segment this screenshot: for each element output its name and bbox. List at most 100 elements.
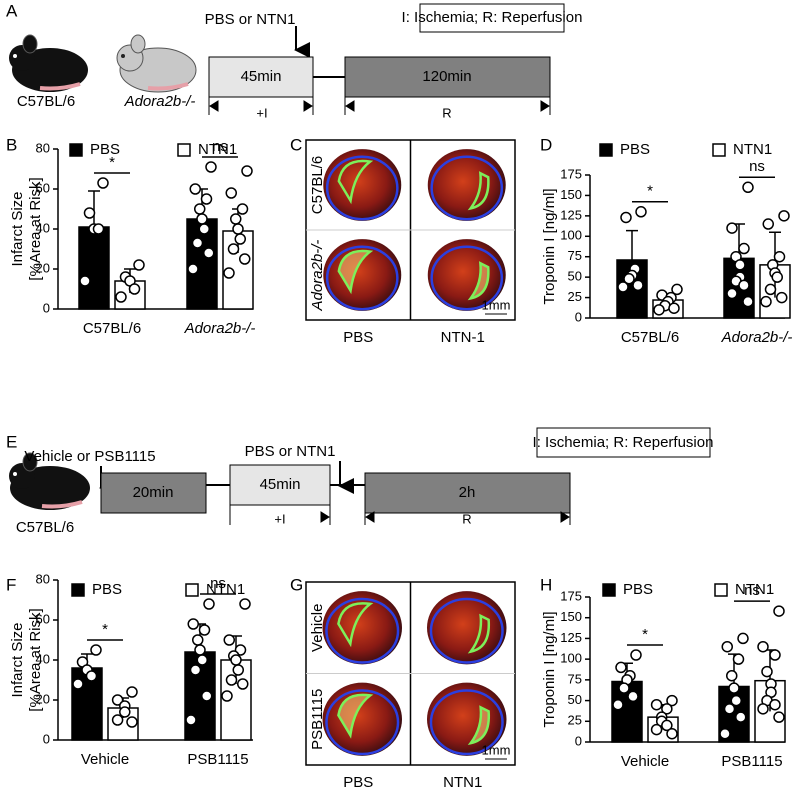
significance-label: * (102, 621, 108, 638)
legend-label: PBS (620, 141, 650, 158)
panel-letter: C (290, 135, 302, 154)
y-tick-label: 20 (36, 260, 50, 275)
phase-label: +I (274, 511, 285, 526)
y-tick-label: 0 (575, 309, 582, 324)
legend-swatch (185, 583, 199, 597)
phase-label: R (442, 105, 451, 120)
data-point (666, 694, 678, 707)
infarct-outline (467, 705, 491, 745)
mouse-icon (116, 34, 197, 93)
key-box (419, 3, 565, 33)
data-point (666, 727, 678, 740)
key-box (536, 427, 711, 458)
data-point (760, 295, 772, 308)
row-label: PSB1115 (309, 689, 326, 750)
data-point (661, 719, 673, 732)
row-label: C57BL/6 (309, 156, 326, 214)
significance-label: ns (210, 575, 226, 592)
time-box (344, 56, 551, 98)
data-point (761, 665, 773, 678)
y-tick-label: 25 (568, 713, 582, 728)
data-point (728, 682, 740, 694)
y-tick-label: 175 (560, 588, 582, 603)
data-point (230, 654, 242, 666)
data-point (618, 682, 630, 694)
data-point (230, 213, 242, 225)
tissue-section (427, 149, 506, 221)
risk-outline (430, 245, 504, 311)
tissue-section (427, 239, 506, 311)
data-point (773, 711, 785, 723)
data-point (111, 714, 124, 726)
y-tick-label: 20 (36, 691, 50, 706)
data-point (126, 686, 138, 698)
tissue-section (427, 591, 507, 665)
legend-label: PBS (623, 581, 653, 598)
data-point (111, 694, 124, 706)
data-point (198, 223, 210, 235)
data-point (232, 223, 244, 235)
data-point (79, 275, 91, 287)
legend-swatch (714, 583, 728, 597)
data-point (769, 649, 781, 661)
y-tick-label: 175 (560, 166, 582, 181)
data-point (185, 714, 197, 726)
mouse-label: C57BL/6 (16, 519, 74, 536)
y-tick-label: 75 (568, 248, 582, 263)
treatment-label: Vehicle or PSB1115 (24, 448, 155, 465)
time-label: 20min (133, 484, 174, 501)
phase-brackets (208, 97, 551, 115)
data-point (771, 271, 783, 283)
data-point (764, 283, 777, 296)
image-panel: Vehicle PBS PSB1115 NTN1 1mm (305, 581, 516, 791)
data-point (133, 259, 145, 271)
data-point (627, 690, 639, 703)
data-point (201, 690, 213, 702)
y-tick-label: 40 (36, 220, 50, 235)
data-point (236, 203, 249, 215)
legend-swatch (602, 583, 616, 597)
infarct-outline (467, 171, 490, 211)
data-point (232, 664, 244, 676)
treatment-label: PBS or NTN1 (245, 443, 336, 460)
data-point (72, 678, 84, 690)
data-point (730, 694, 742, 707)
y-tick-label: 125 (560, 207, 582, 222)
data-point (97, 177, 109, 189)
mouse-label: Adora2b-/- (124, 93, 196, 110)
data-point (650, 698, 663, 711)
panel-letter: F (6, 575, 16, 594)
infarct-outline (467, 261, 490, 301)
y-tick-label: 125 (560, 630, 582, 645)
data-point (668, 302, 680, 314)
x-tick-label: C57BL/6 (83, 320, 141, 337)
significance-label: ns (749, 158, 765, 175)
data-point (671, 283, 683, 296)
tissue-section (427, 682, 507, 756)
mouse-icon (9, 452, 90, 510)
data-point (239, 598, 251, 610)
x-tick-label: Vehicle (621, 753, 669, 770)
data-point (735, 711, 747, 723)
data-point (234, 233, 246, 245)
data-point (194, 203, 206, 215)
data-point (119, 706, 131, 718)
data-point (200, 193, 213, 205)
legend-swatch (71, 583, 85, 597)
data-point (630, 649, 642, 661)
panel-letter: E (6, 432, 17, 451)
y-tick-label: 80 (36, 571, 50, 586)
data-point (726, 222, 738, 234)
y-axis-label: [%Area at Risk] (27, 608, 44, 711)
panel-letter: D (540, 135, 552, 154)
panel-letter: G (290, 575, 303, 594)
infarct-outline (337, 249, 374, 295)
time-label: 45min (260, 476, 301, 493)
data-point (650, 723, 663, 736)
data-point (223, 634, 235, 646)
y-tick-label: 80 (36, 140, 50, 155)
tissue-section (323, 239, 402, 311)
y-tick-label: 100 (560, 651, 582, 666)
significance-label: ns (744, 582, 760, 599)
y-tick-label: 40 (36, 651, 50, 666)
